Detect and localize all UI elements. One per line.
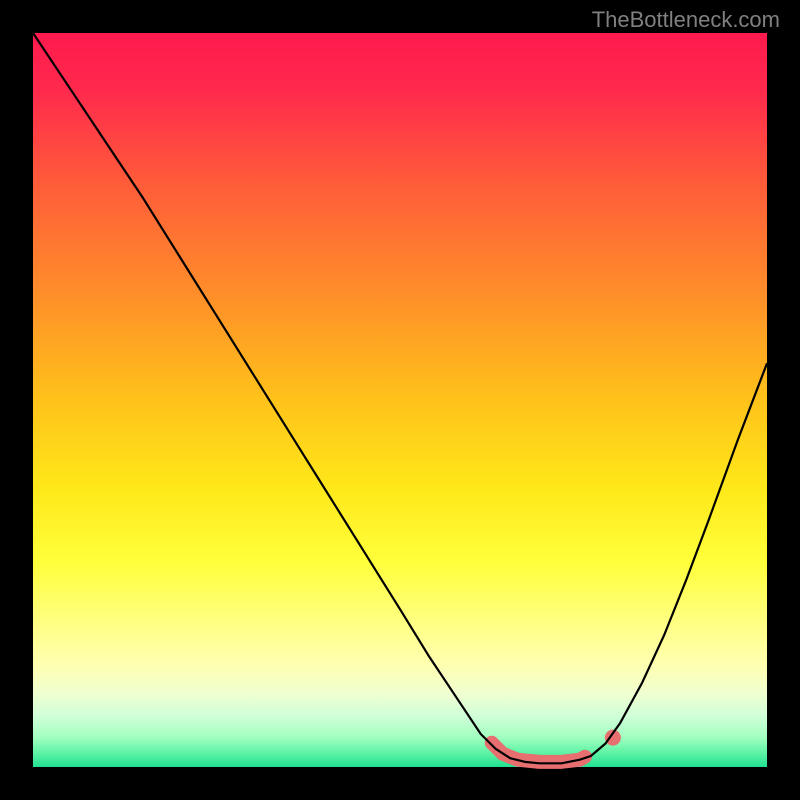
watermark-text: TheBottleneck.com	[592, 7, 780, 32]
chart-svg: TheBottleneck.com	[0, 0, 800, 800]
plot-gradient-area	[33, 33, 767, 767]
bottleneck-chart: TheBottleneck.com	[0, 0, 800, 800]
